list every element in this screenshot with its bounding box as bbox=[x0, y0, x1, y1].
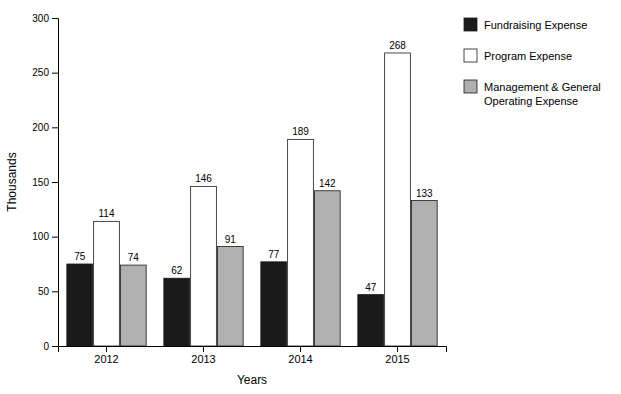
chart: 75 62 77 47 114 146 189 268 74 91 142 133 0 50 100 150 2… bbox=[0, 0, 621, 394]
y-tick-label: 0 bbox=[43, 341, 49, 352]
y-axis: 0 50 100 150 200 250 300 bbox=[32, 13, 58, 352]
bar bbox=[288, 139, 314, 346]
bar bbox=[358, 295, 384, 346]
legend-item: Program Expense bbox=[464, 49, 572, 62]
x-tick: 2013 bbox=[191, 346, 215, 365]
x-axis-line bbox=[59, 347, 447, 353]
legend-label: Fundraising Expense bbox=[484, 19, 587, 31]
y-tick: 300 bbox=[32, 13, 58, 24]
x-tick: 2012 bbox=[94, 346, 118, 365]
y-tick: 200 bbox=[32, 122, 58, 133]
data-label: 77 bbox=[268, 249, 280, 260]
x-tick: 2014 bbox=[288, 346, 312, 365]
bar bbox=[164, 278, 190, 346]
y-axis-line bbox=[52, 19, 59, 347]
y-tick-mark bbox=[52, 346, 58, 347]
data-label: 189 bbox=[292, 126, 309, 137]
y-tick-label: 100 bbox=[32, 231, 49, 242]
bar bbox=[385, 53, 411, 346]
y-tick-label: 200 bbox=[32, 122, 49, 133]
legend-label: Management & GeneralOperating Expense bbox=[484, 81, 601, 107]
y-tick-mark bbox=[52, 237, 58, 238]
bar bbox=[261, 262, 287, 346]
y-tick: 150 bbox=[32, 177, 58, 188]
x-tick-label: 2014 bbox=[288, 353, 312, 365]
x-tick-label: 2013 bbox=[191, 353, 215, 365]
x-tick: 2015 bbox=[385, 346, 409, 365]
bar bbox=[191, 186, 217, 346]
bar bbox=[314, 191, 340, 346]
y-tick-label: 50 bbox=[38, 286, 50, 297]
x-axis-title: Years bbox=[237, 373, 267, 387]
data-label: 268 bbox=[389, 40, 406, 51]
data-label: 133 bbox=[416, 188, 433, 199]
legend-item: Management & GeneralOperating Expense bbox=[464, 80, 601, 107]
legend-swatch bbox=[464, 49, 477, 62]
y-tick-label: 150 bbox=[32, 177, 49, 188]
data-label: 74 bbox=[128, 252, 140, 263]
x-axis: 2012 2013 2014 2015 bbox=[59, 346, 447, 365]
y-tick-mark bbox=[52, 73, 58, 74]
legend-item: Fundraising Expense bbox=[464, 18, 587, 31]
data-label: 146 bbox=[195, 173, 212, 184]
data-label: 75 bbox=[74, 251, 86, 262]
bar bbox=[120, 265, 146, 346]
y-tick-mark bbox=[52, 127, 58, 128]
data-label: 47 bbox=[365, 282, 377, 293]
y-tick: 100 bbox=[32, 231, 58, 242]
bar bbox=[94, 221, 120, 346]
x-tick-label: 2012 bbox=[94, 353, 118, 365]
data-label: 142 bbox=[319, 178, 336, 189]
x-tick-mark bbox=[106, 346, 107, 352]
y-tick: 0 bbox=[43, 341, 58, 352]
legend-label: Program Expense bbox=[484, 50, 572, 62]
data-label: 91 bbox=[225, 234, 237, 245]
legend: Fundraising Expense Program Expense Manage… bbox=[464, 18, 601, 107]
y-tick-mark bbox=[52, 18, 58, 19]
x-tick-mark bbox=[300, 346, 301, 352]
data-label: 114 bbox=[99, 208, 115, 219]
plot: 75 62 77 47 114 146 189 268 74 91 142 133 0 50 100 150 2… bbox=[32, 13, 446, 365]
legend-swatch bbox=[464, 18, 477, 31]
bar bbox=[67, 264, 93, 346]
x-tick-label: 2015 bbox=[385, 353, 409, 365]
data-labels: 75 62 77 47 114 146 189 268 74 91 142 133 bbox=[74, 40, 433, 293]
y-tick: 250 bbox=[32, 67, 58, 78]
data-label: 62 bbox=[171, 265, 183, 276]
bar bbox=[217, 247, 243, 346]
y-tick: 50 bbox=[38, 286, 58, 297]
legend-swatch bbox=[464, 80, 477, 93]
bars bbox=[67, 53, 437, 346]
y-axis-title: Thousands bbox=[5, 152, 19, 211]
y-tick-label: 300 bbox=[32, 13, 49, 24]
x-tick-mark bbox=[397, 346, 398, 352]
y-tick-mark bbox=[52, 182, 58, 183]
y-tick-mark bbox=[52, 291, 58, 292]
x-tick-mark bbox=[203, 346, 204, 352]
y-tick-label: 250 bbox=[32, 67, 49, 78]
bar bbox=[411, 201, 437, 346]
